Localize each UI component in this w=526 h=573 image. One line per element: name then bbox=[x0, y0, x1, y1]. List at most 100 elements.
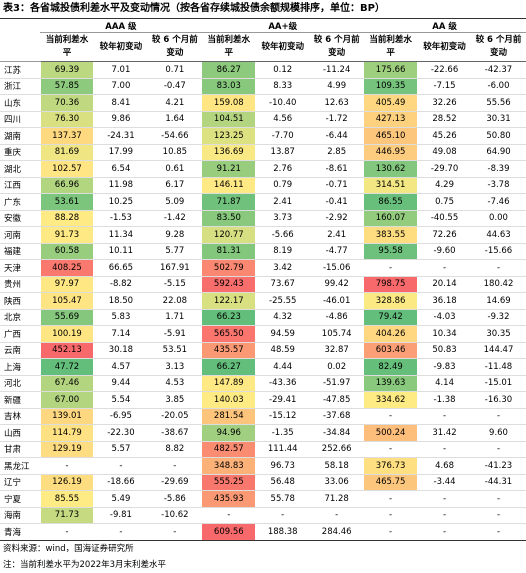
column-header: 当前利差水平 bbox=[363, 32, 418, 62]
cell: 160.07 bbox=[363, 210, 419, 227]
cell: 100.19 bbox=[40, 325, 95, 343]
cell: 71.28 bbox=[309, 490, 365, 508]
cell: -15.66 bbox=[471, 243, 526, 260]
cell: 0.75 bbox=[417, 193, 472, 211]
cell: 109.35 bbox=[363, 78, 419, 95]
cell: 122.17 bbox=[201, 292, 257, 310]
cell: 83.03 bbox=[201, 78, 257, 95]
cell: 48.59 bbox=[255, 342, 311, 359]
cell: - bbox=[471, 523, 526, 541]
cell: 123.25 bbox=[201, 127, 257, 145]
cell: 4.99 bbox=[309, 78, 365, 95]
cell: - bbox=[471, 408, 526, 425]
table-row: 贵州 97.97 -8.82 -5.15 592.43 73.67 99.42 798.75 2… bbox=[0, 276, 526, 293]
cell: 130.62 bbox=[363, 160, 419, 178]
province: 北京 bbox=[0, 309, 41, 326]
cell: 452.13 bbox=[40, 342, 95, 359]
cell: -24.31 bbox=[93, 127, 149, 145]
cell: 56.48 bbox=[255, 474, 311, 491]
cell: 2.41 bbox=[255, 193, 311, 211]
cell: 465.10 bbox=[363, 127, 419, 145]
cell: 500.24 bbox=[363, 424, 419, 442]
cell: - bbox=[363, 490, 419, 508]
cell: 71.73 bbox=[40, 507, 95, 524]
cell: - bbox=[417, 259, 472, 277]
cell: 86.27 bbox=[201, 61, 257, 79]
cell: 180.42 bbox=[471, 276, 526, 293]
cell: 348.83 bbox=[201, 457, 257, 475]
cell: 9.86 bbox=[93, 111, 149, 128]
cell: 72.26 bbox=[417, 226, 472, 244]
cell: 67.00 bbox=[40, 391, 95, 409]
cell: -54.66 bbox=[147, 127, 203, 145]
column-header: 较年初变动 bbox=[417, 32, 472, 62]
table-row: 陕西 105.47 18.50 22.08 122.17 -25.55 -46.01 328.… bbox=[0, 292, 526, 310]
table-row: 上海 47.72 4.57 3.13 66.27 4.44 0.02 82.49 -9.83 -1… bbox=[0, 358, 526, 376]
cell: 2.76 bbox=[255, 160, 311, 178]
note: 资料来源：wind，国海证券研究所 bbox=[3, 543, 134, 554]
cell: 252.66 bbox=[309, 441, 365, 458]
cell: 64.90 bbox=[471, 144, 526, 161]
table-row: 安徽 88.28 -1.53 -1.42 83.50 3.73 -2.92 160.07 -40… bbox=[0, 210, 526, 227]
table-row: 北京 55.69 5.83 1.71 66.23 4.32 -4.86 79.42 -4.03-… bbox=[0, 309, 526, 326]
cell: 47.72 bbox=[40, 358, 95, 376]
cell: -22.66 bbox=[417, 61, 472, 79]
cell: 5.77 bbox=[147, 243, 203, 260]
cell: 146.11 bbox=[201, 177, 257, 194]
cell: 50.80 bbox=[471, 127, 526, 145]
table-row: 吉林 139.01 -6.95 -20.05 281.54 -15.12 -37.68- - - bbox=[0, 408, 526, 425]
cell: -0.41 bbox=[309, 193, 365, 211]
province: 广东 bbox=[0, 193, 41, 211]
cell: 482.57 bbox=[201, 441, 257, 458]
cell: 129.19 bbox=[40, 441, 95, 458]
cell: 7.14 bbox=[93, 325, 149, 343]
cell: 376.73 bbox=[363, 457, 419, 475]
province: 贵州 bbox=[0, 276, 41, 293]
cell: - bbox=[363, 441, 419, 458]
cell: 11.34 bbox=[93, 226, 149, 244]
cell: - bbox=[147, 457, 203, 475]
cell: 3.85 bbox=[147, 391, 203, 409]
cell: 76.30 bbox=[40, 111, 95, 128]
province: 宁夏 bbox=[0, 490, 41, 508]
cell: 70.36 bbox=[40, 94, 95, 112]
table-row: 湖北 102.57 6.54 0.61 91.21 2.76 -8.61 130.62 -29.… bbox=[0, 160, 526, 178]
cell: 8.41 bbox=[93, 94, 149, 112]
cell: - bbox=[471, 441, 526, 458]
cell: 435.93 bbox=[201, 490, 257, 508]
cell: 66.27 bbox=[201, 358, 257, 376]
cell: 404.26 bbox=[363, 325, 419, 343]
notes: 资料来源：wind，国海证券研究所 注：当前利差水平为2022年3月末利差水平 bbox=[0, 541, 526, 573]
cell: -15.12 bbox=[255, 408, 311, 425]
table-row: 广东 53.61 10.25 5.09 71.87 2.41 -0.41 86.55 0.75-… bbox=[0, 193, 526, 211]
cell: 147.89 bbox=[201, 375, 257, 392]
cell: 32.87 bbox=[309, 342, 365, 359]
table-row: 青海 - - -609.56 188.38 284.46- - - bbox=[0, 523, 526, 541]
cell: 31.42 bbox=[417, 424, 472, 442]
table-row: 黑龙江 - - -348.83 96.73 58.18 376.73 4.68 -41.23 bbox=[0, 457, 526, 475]
cell: 175.66 bbox=[363, 61, 419, 79]
cell: 8.19 bbox=[255, 243, 311, 260]
province: 河北 bbox=[0, 375, 41, 392]
cell: -4.86 bbox=[309, 309, 365, 326]
cell: -7.46 bbox=[471, 193, 526, 211]
cell: - bbox=[93, 523, 149, 541]
cell: 5.49 bbox=[93, 490, 149, 508]
province: 湖北 bbox=[0, 160, 41, 178]
cell: -0.71 bbox=[309, 177, 365, 194]
cell: 427.13 bbox=[363, 111, 419, 128]
province: 云南 bbox=[0, 342, 41, 359]
group-row: AAA 级 AA+级 AA 级 bbox=[0, 18, 526, 62]
cell: 91.73 bbox=[40, 226, 95, 244]
cell: 32.26 bbox=[417, 94, 472, 112]
province: 天津 bbox=[0, 259, 41, 277]
table-row: 山东 70.36 8.41 4.21 159.08 -10.40 12.63 405.49 32… bbox=[0, 94, 526, 112]
cell: 4.21 bbox=[147, 94, 203, 112]
cell: 8.33 bbox=[255, 78, 311, 95]
cell: 2.85 bbox=[309, 144, 365, 161]
cell: 81.31 bbox=[201, 243, 257, 260]
cell: 44.63 bbox=[471, 226, 526, 244]
cell: 53.61 bbox=[40, 193, 95, 211]
cell: -8.82 bbox=[93, 276, 149, 293]
province: 上海 bbox=[0, 358, 41, 376]
